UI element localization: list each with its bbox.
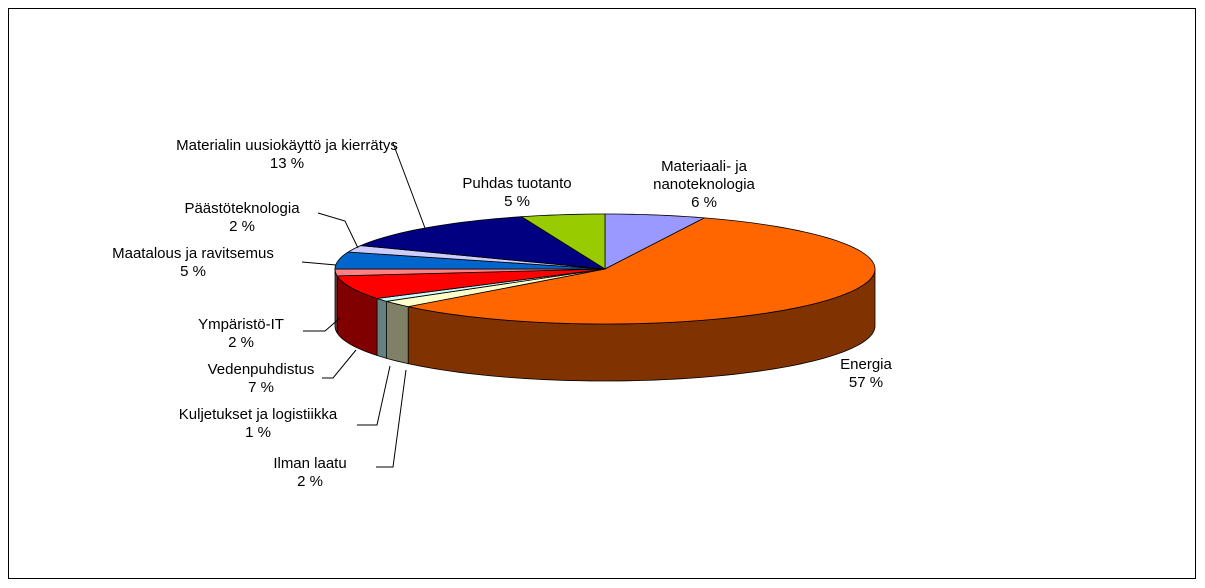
value-label: 57 % (848, 374, 884, 391)
leader-line (303, 317, 341, 332)
leader-line (301, 261, 337, 266)
category-label: Maatalous ja ravitsemus (112, 245, 274, 262)
slice-top (360, 216, 606, 270)
slice-label: Puhdas tuotanto 5 % (432, 175, 602, 211)
value-label: 5 % (180, 263, 206, 280)
category-label: Kuljetukset ja logistiikka (178, 406, 338, 423)
slice-top (408, 217, 876, 325)
slice-side (386, 300, 409, 365)
category-label: Päästöteknologia (184, 200, 300, 217)
slice-top (520, 213, 606, 270)
value-label: 7 % (248, 379, 274, 396)
value-label: 13 % (269, 155, 305, 172)
slice-label: Ympäristö-IT 2 % (181, 316, 301, 352)
value-label: 2 % (228, 334, 254, 351)
leader-line (357, 365, 391, 426)
slice (520, 213, 606, 270)
slice-label: Vedenpuhdistus 7 % (191, 361, 331, 397)
value-label: 2 % (297, 473, 323, 490)
category-label: Energia (840, 356, 892, 373)
leader-line (322, 349, 357, 379)
category-label: Puhdas tuotanto (462, 175, 572, 192)
value-label: 2 % (229, 218, 255, 235)
leader-line (392, 142, 426, 229)
slice (360, 216, 606, 270)
leader-line (317, 212, 359, 249)
value-label: 6 % (691, 194, 717, 211)
category-label: Materiaali- ja nanoteknologia (653, 158, 755, 193)
slice-top (604, 213, 706, 270)
slice-label: Ilman laatu 2 % (250, 455, 370, 491)
category-label: Ilman laatu (273, 455, 347, 472)
slice-label: Materialin uusiokäyttö ja kierrätys 13 % (167, 137, 407, 173)
leader-line (376, 369, 407, 468)
category-label: Vedenpuhdistus (207, 361, 315, 378)
slice-label: Energia 57 % (816, 356, 916, 392)
value-label: 5 % (504, 193, 530, 210)
slice-side (334, 268, 338, 334)
slice-label: Materiaali- ja nanoteknologia 6 % (634, 158, 774, 212)
slice-label: Kuljetukset ja logistiikka 1 % (158, 406, 358, 442)
slice (604, 213, 706, 270)
value-label: 1 % (245, 424, 271, 441)
slice (376, 268, 606, 359)
slice-label: Maatalous ja ravitsemus 5 % (73, 245, 313, 281)
category-label: Ympäristö-IT (198, 316, 284, 333)
slice-side (376, 297, 387, 359)
slice-top (336, 268, 606, 299)
chart-frame (8, 8, 1196, 579)
slice-label: Päästöteknologia 2 % (157, 200, 327, 236)
slice (336, 268, 606, 357)
category-label: Materialin uusiokäyttö ja kierrätys (176, 137, 398, 154)
